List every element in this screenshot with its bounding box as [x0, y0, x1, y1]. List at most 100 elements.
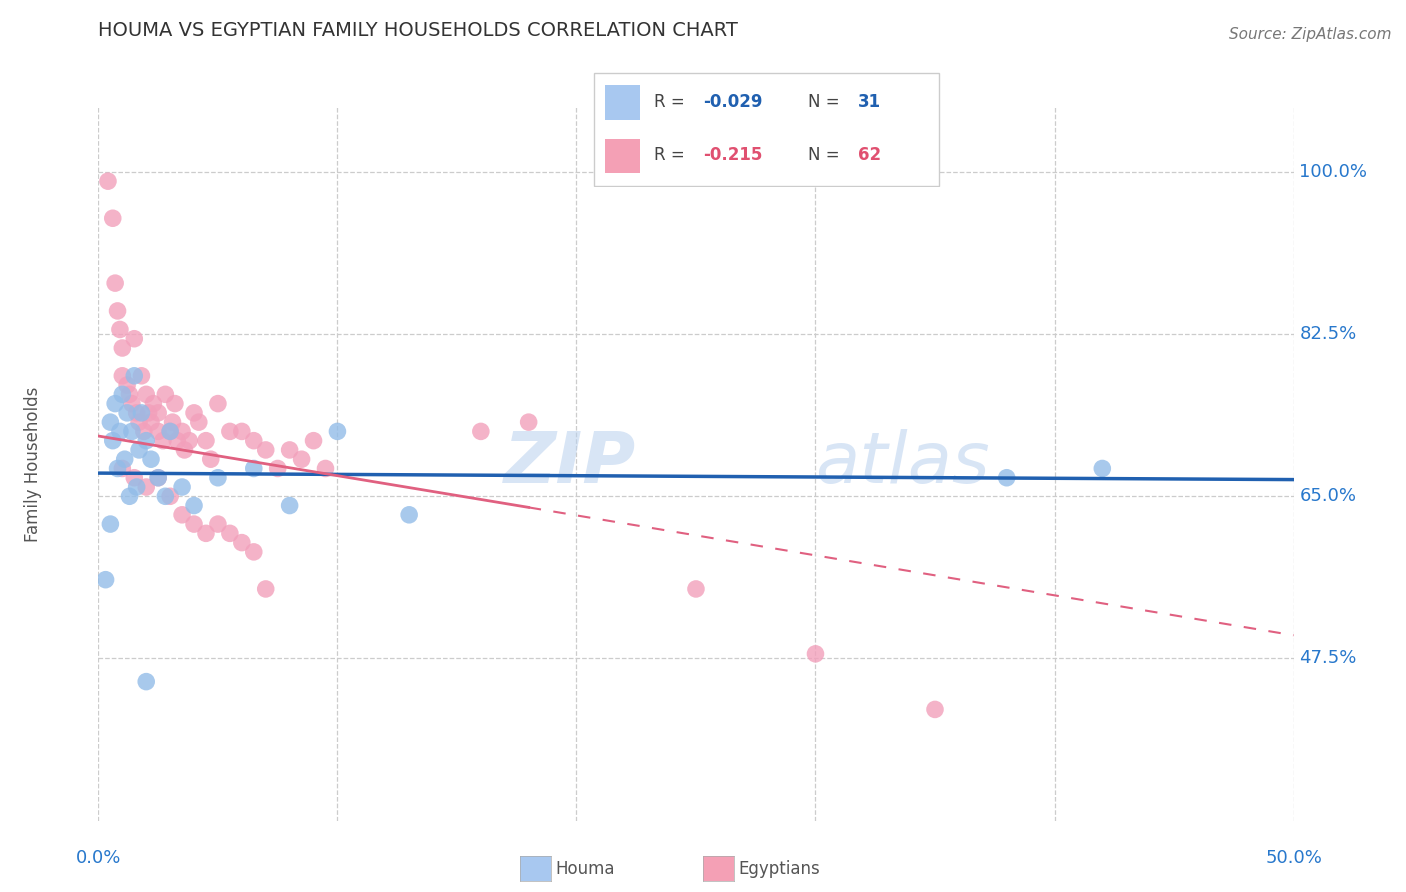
Text: 62: 62 — [858, 146, 880, 164]
Text: 0.0%: 0.0% — [76, 849, 121, 867]
Point — [278, 442, 301, 457]
Point — [107, 304, 129, 318]
Point — [924, 702, 946, 716]
Point — [135, 387, 157, 401]
Point — [98, 415, 122, 429]
Point — [128, 415, 150, 429]
Point — [114, 452, 136, 467]
Point — [398, 508, 420, 522]
Point — [138, 406, 160, 420]
Point — [115, 378, 138, 392]
Bar — [605, 86, 640, 120]
Point — [290, 452, 312, 467]
Point — [115, 406, 138, 420]
Point — [121, 396, 143, 410]
Point — [104, 276, 127, 290]
Point — [254, 582, 277, 596]
Point — [107, 461, 129, 475]
Point — [148, 406, 170, 420]
Point — [804, 647, 827, 661]
Point — [125, 406, 148, 420]
Point — [132, 425, 155, 439]
Point — [162, 415, 184, 429]
Text: 31: 31 — [858, 93, 880, 111]
Point — [1091, 461, 1114, 475]
Point — [142, 396, 165, 410]
Point — [179, 434, 201, 448]
Point — [111, 368, 134, 383]
Point — [187, 415, 209, 429]
Point — [135, 434, 157, 448]
Text: Family Households: Family Households — [24, 386, 42, 541]
Text: -0.215: -0.215 — [703, 146, 762, 164]
Point — [172, 480, 194, 494]
Point — [139, 452, 162, 467]
Point — [111, 341, 134, 355]
Text: Houma: Houma — [555, 860, 614, 878]
Text: Egyptians: Egyptians — [738, 860, 820, 878]
Point — [302, 434, 325, 448]
Text: 65.0%: 65.0% — [1299, 487, 1357, 505]
Point — [139, 415, 162, 429]
Point — [194, 526, 217, 541]
Text: N =: N = — [808, 146, 845, 164]
Point — [148, 471, 170, 485]
Point — [121, 425, 143, 439]
Point — [118, 387, 141, 401]
Point — [104, 396, 127, 410]
Point — [172, 508, 194, 522]
Point — [125, 480, 148, 494]
Point — [135, 480, 157, 494]
Point — [173, 442, 195, 457]
Point — [207, 396, 229, 410]
Point — [685, 582, 707, 596]
Text: HOUMA VS EGYPTIAN FAMILY HOUSEHOLDS CORRELATION CHART: HOUMA VS EGYPTIAN FAMILY HOUSEHOLDS CORR… — [98, 21, 738, 40]
Point — [207, 517, 229, 532]
Point — [108, 425, 131, 439]
Point — [183, 499, 205, 513]
Point — [219, 526, 242, 541]
Text: R =: R = — [654, 93, 690, 111]
Point — [278, 499, 301, 513]
Point — [315, 461, 337, 475]
Bar — [605, 138, 640, 173]
Point — [155, 489, 177, 503]
Point — [254, 442, 277, 457]
Point — [243, 461, 266, 475]
Point — [995, 471, 1018, 485]
Point — [152, 434, 174, 448]
Point — [135, 674, 157, 689]
Point — [194, 434, 217, 448]
Point — [111, 461, 134, 475]
Point — [207, 471, 229, 485]
Text: 50.0%: 50.0% — [1265, 849, 1322, 867]
FancyBboxPatch shape — [593, 72, 939, 186]
Point — [183, 406, 205, 420]
Point — [166, 434, 188, 448]
Point — [219, 425, 242, 439]
Point — [124, 368, 146, 383]
Point — [159, 425, 181, 439]
Text: ZIP: ZIP — [503, 429, 636, 499]
Point — [131, 406, 153, 420]
Point — [517, 415, 540, 429]
Point — [108, 322, 131, 336]
Point — [101, 434, 124, 448]
Text: 100.0%: 100.0% — [1299, 163, 1368, 181]
Point — [159, 425, 181, 439]
Point — [243, 434, 266, 448]
Point — [111, 387, 134, 401]
Point — [231, 535, 253, 549]
Point — [131, 368, 153, 383]
Point — [200, 452, 222, 467]
Point — [98, 517, 122, 532]
Point — [231, 425, 253, 439]
Point — [470, 425, 492, 439]
Point — [148, 471, 170, 485]
Text: atlas: atlas — [815, 429, 990, 499]
Point — [101, 211, 124, 226]
Point — [183, 517, 205, 532]
Point — [243, 545, 266, 559]
Text: Source: ZipAtlas.com: Source: ZipAtlas.com — [1229, 27, 1392, 42]
Point — [128, 442, 150, 457]
